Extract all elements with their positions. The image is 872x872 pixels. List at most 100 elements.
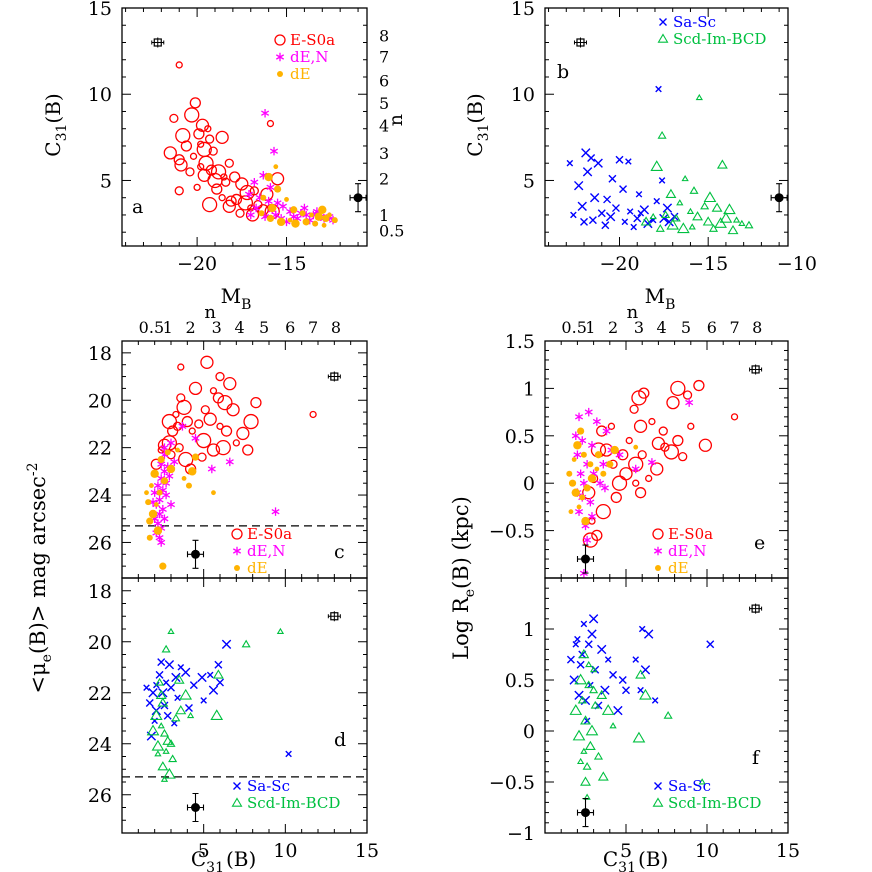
marker-triangle (700, 201, 710, 210)
marker-circle (730, 413, 739, 421)
marker-asterisk (155, 533, 164, 542)
marker-triangle (580, 776, 591, 786)
marker-circle (189, 152, 198, 160)
marker-asterisk (178, 422, 187, 431)
marker-dot (606, 460, 614, 468)
marker-circle (230, 193, 243, 206)
marker-circle (687, 422, 695, 430)
errorbar-whisker (749, 364, 763, 375)
marker-circle (595, 503, 611, 520)
marker-cross (208, 685, 219, 695)
marker-asterisk (232, 546, 242, 556)
top-tick-label: 4 (235, 318, 245, 337)
legend-label: dE (247, 559, 268, 577)
marker-triangle (708, 224, 719, 232)
marker-dot (191, 453, 200, 461)
marker-cross (659, 18, 667, 26)
marker-cross (157, 658, 166, 667)
marker-circle (221, 177, 231, 187)
marker-circle (194, 419, 204, 429)
marker-cross (635, 190, 643, 198)
panel-letter: a (132, 196, 143, 218)
marker-triangle (162, 747, 170, 754)
marker-circle (188, 381, 203, 396)
marker-cross (163, 711, 172, 720)
y-tick-label: 5 (100, 170, 112, 192)
marker-asterisk (275, 52, 285, 62)
marker-cross (637, 686, 644, 694)
right-tick-label: 0.5 (379, 221, 404, 240)
legend-label: E-S0a (290, 31, 335, 49)
marker-triangle (716, 159, 728, 169)
marker-asterisk (592, 417, 601, 426)
marker-triangle (157, 697, 169, 707)
marker-circle (632, 479, 640, 487)
marker-triangle (151, 739, 165, 751)
marker-triangle (635, 669, 647, 679)
y-tick-label: −0.5 (489, 772, 535, 794)
x-tick-label: −10 (777, 253, 817, 275)
marker-cross (148, 688, 158, 698)
marker-cross (200, 697, 207, 704)
marker-dot (148, 509, 158, 519)
marker-cross (155, 670, 164, 679)
marker-asterisk (685, 398, 694, 407)
marker-cross (633, 214, 642, 223)
y-tick-label: 15 (511, 0, 535, 20)
top-tick-label: 4 (657, 318, 667, 337)
marker-dot (160, 477, 169, 485)
x-tick-label: 5 (198, 840, 210, 862)
marker-cross (588, 216, 597, 225)
y-tick-label: −1 (507, 823, 535, 845)
marker-circle (239, 184, 255, 201)
x-tick-label: −15 (688, 253, 728, 275)
x-tick-label: 15 (355, 840, 379, 862)
marker-dot (234, 565, 240, 571)
marker-circle (161, 413, 178, 430)
marker-circle (215, 439, 231, 456)
marker-dot (633, 444, 639, 450)
marker-cross (601, 221, 610, 230)
marker-triangle (155, 677, 165, 686)
marker-circle (175, 61, 183, 69)
y-tick-label: 10 (88, 84, 112, 106)
marker-dot (581, 516, 590, 526)
legend-item: Sa-Sc (233, 777, 290, 795)
marker-circle (249, 186, 259, 196)
marker-dot (566, 470, 573, 477)
marker-cross (171, 672, 181, 683)
marker-dot (146, 517, 154, 525)
marker-dot (312, 220, 319, 227)
marker-triangle (649, 212, 657, 220)
errorbar-whisker (770, 183, 788, 213)
marker-circle (650, 462, 664, 476)
marker-triangle (173, 674, 185, 684)
marker-circle (206, 443, 221, 457)
marker-dot (318, 205, 327, 214)
marker-asterisk (266, 183, 275, 192)
marker-circle (215, 371, 225, 382)
marker-dot (302, 218, 310, 226)
legend-label: dE (668, 559, 689, 577)
y-tick-label: 20 (88, 632, 112, 654)
marker-dot (258, 210, 265, 217)
x-tick-label: 15 (776, 840, 800, 862)
marker-triangle (609, 722, 617, 729)
marker-asterisk (264, 196, 273, 206)
x-tick-label: 10 (273, 840, 297, 862)
right-tick-label: 7 (379, 47, 389, 66)
y-tick-label: 18 (88, 343, 112, 365)
legend-label: dE (290, 65, 311, 83)
marker-cross (670, 212, 679, 221)
marker-asterisk (602, 426, 611, 436)
marker-triangle (732, 216, 741, 223)
right-tick-label: 4 (379, 116, 389, 135)
marker-triangle (186, 711, 195, 719)
marker-circle (218, 194, 226, 202)
data-layer (566, 614, 715, 800)
top-tick-label: 6 (285, 318, 295, 337)
marker-circle (178, 451, 194, 468)
marker-cross (625, 158, 632, 165)
marker-circle (197, 452, 207, 462)
